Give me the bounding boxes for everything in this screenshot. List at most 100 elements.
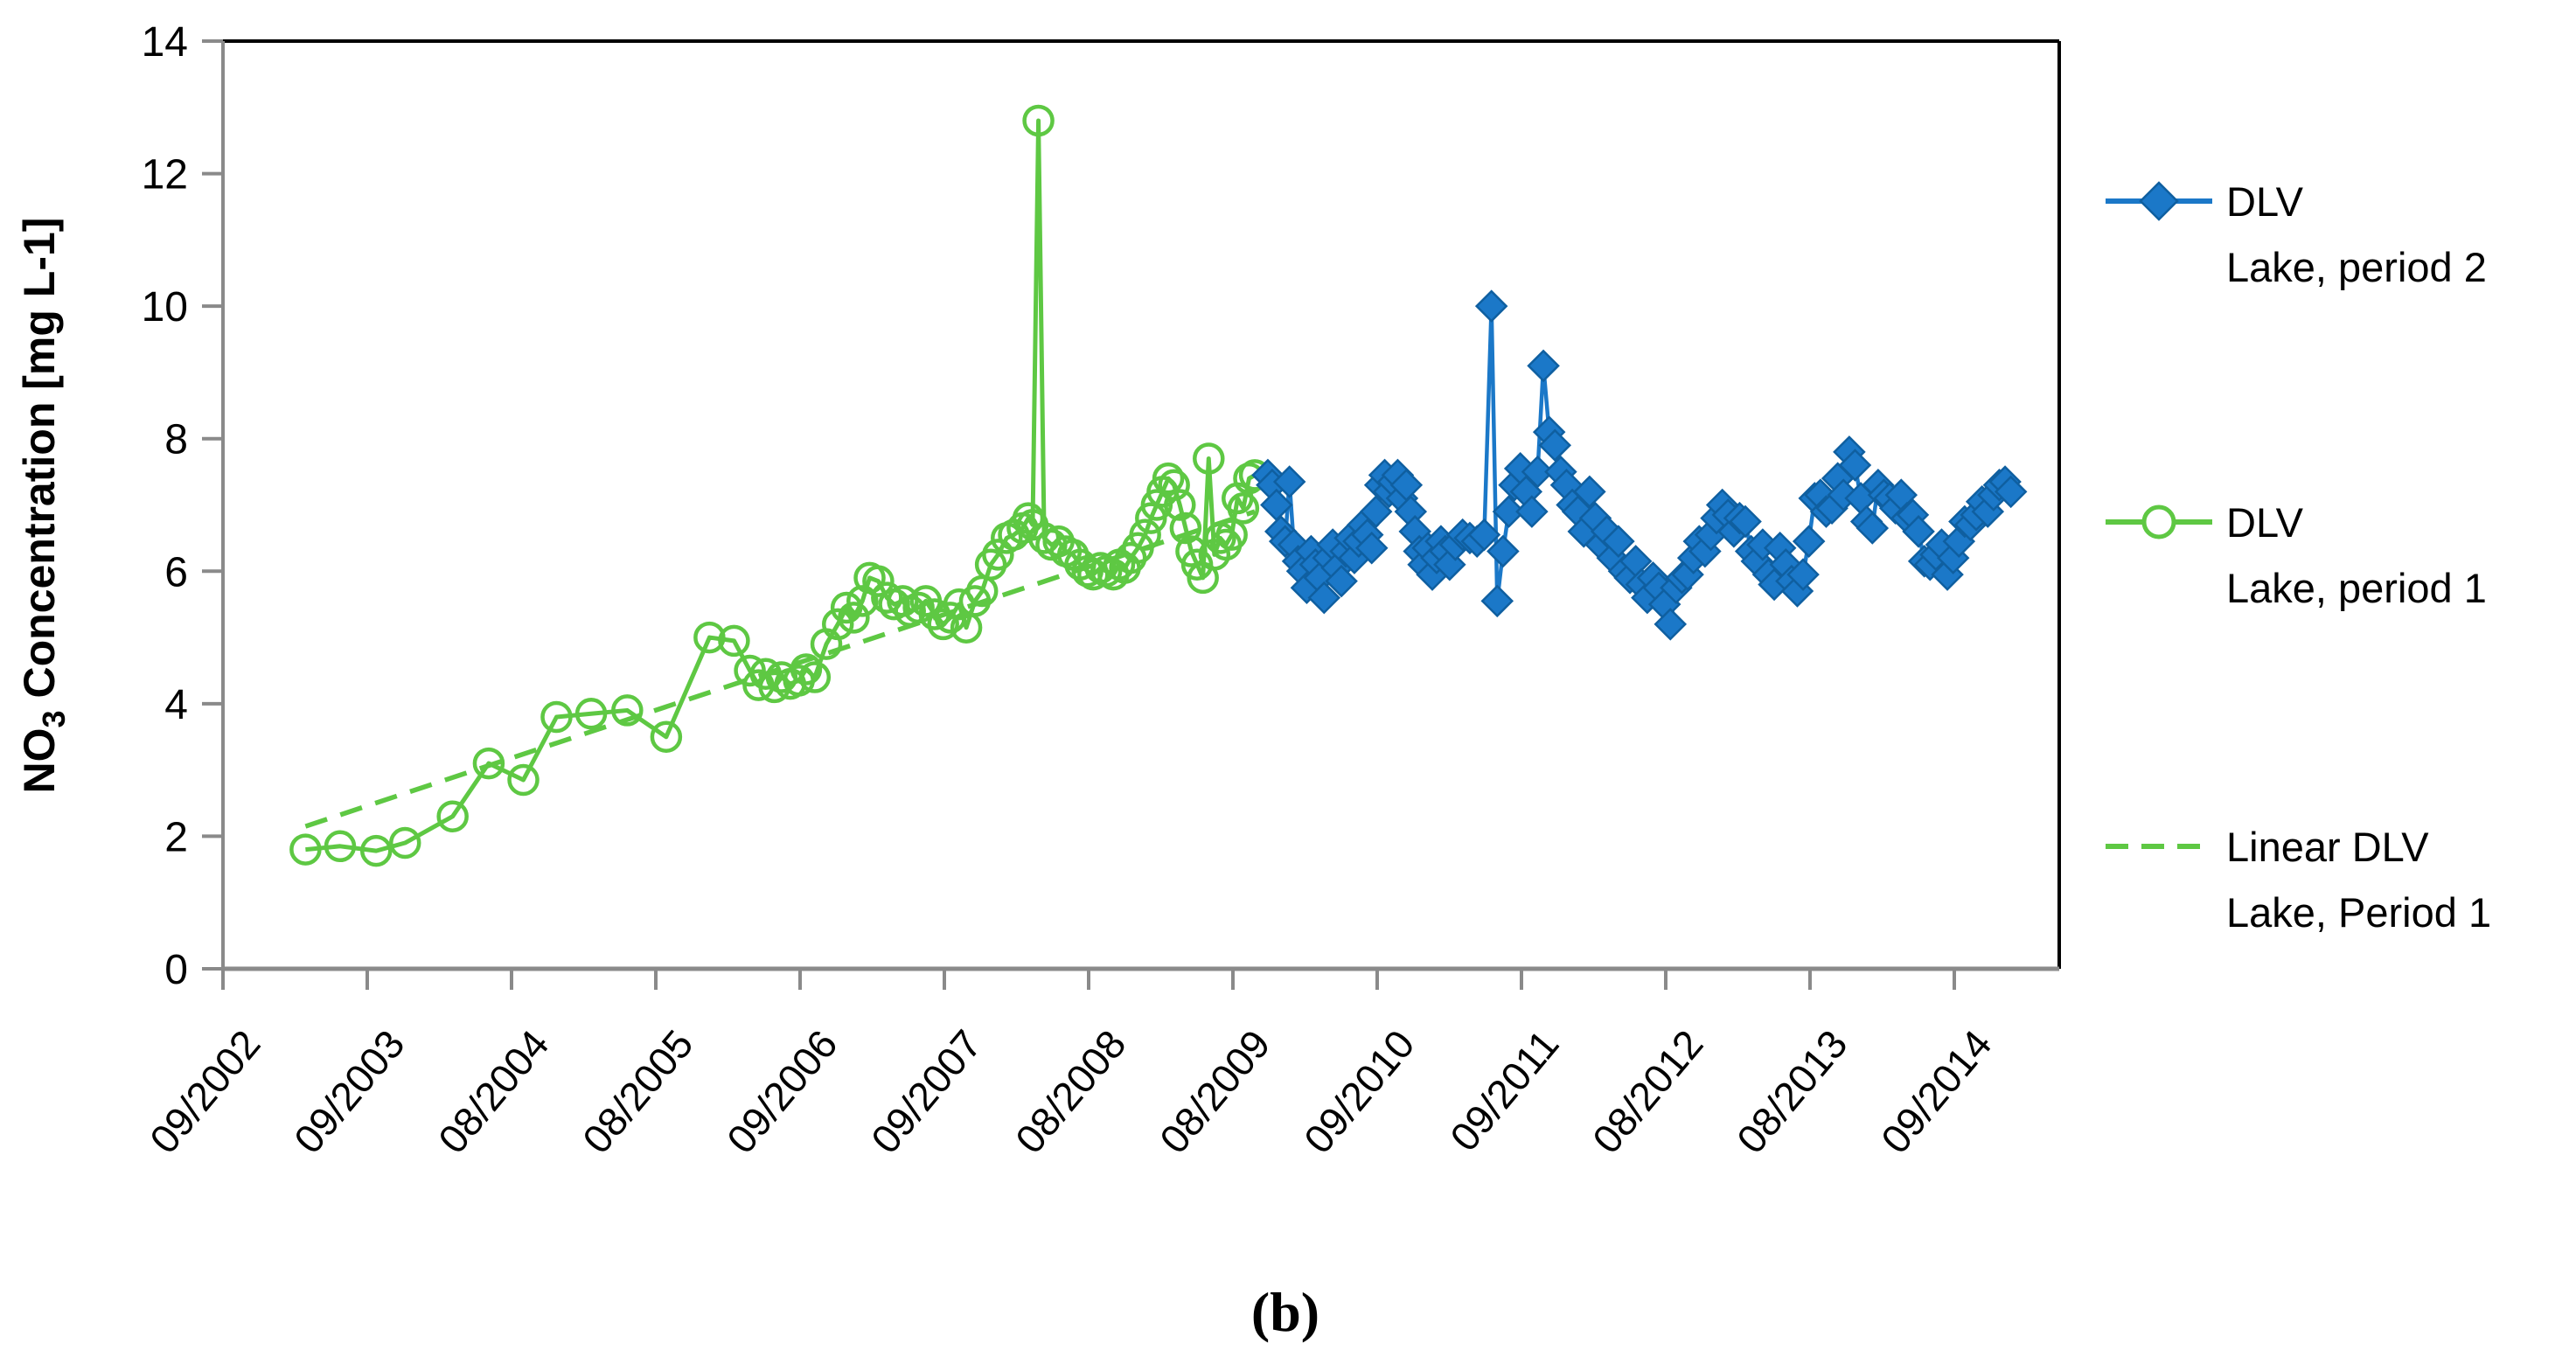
- data-point-circle-period1: [846, 585, 879, 617]
- data-point-circle-period1: [871, 581, 903, 614]
- data-point-circle-period1: [887, 585, 919, 617]
- data-point-circle-period1: [1129, 518, 1161, 551]
- legend-diamond-icon: [2139, 181, 2179, 221]
- data-point-diamond-period2: [1838, 449, 1872, 482]
- data-point-diamond-period2: [1729, 505, 1762, 539]
- x-tick-label: 08/2009: [1151, 1021, 1279, 1162]
- legend-label-period1-line2: Lake, period 1: [2226, 565, 2487, 611]
- data-point-circle-period1: [540, 700, 573, 734]
- x-tick-label: 09/2007: [862, 1021, 991, 1162]
- data-point-circle-period1: [359, 834, 393, 867]
- data-point-circle-period1: [472, 747, 505, 780]
- x-tick-label: 08/2013: [1728, 1021, 1856, 1162]
- data-point-diamond-period2: [1855, 512, 1890, 545]
- data-point-diamond-period2: [1354, 531, 1389, 565]
- data-point-circle-period1: [388, 826, 421, 859]
- data-point-diamond-period2: [1307, 581, 1341, 615]
- data-point-circle-period1: [436, 800, 469, 832]
- data-point-diamond-period2: [1433, 547, 1466, 581]
- data-point-circle-period1: [974, 548, 1007, 581]
- legend-label-period2-line2: Lake, period 2: [2226, 244, 2487, 290]
- data-point-circle-period1: [693, 621, 726, 654]
- data-point-circle-period1: [943, 588, 976, 621]
- data-point-diamond-period2: [1786, 558, 1820, 591]
- data-point-circle-period1: [927, 608, 959, 641]
- data-point-circle-period1: [821, 608, 854, 641]
- data-point-diamond-period2: [1538, 428, 1572, 463]
- data-point-diamond-period2: [1521, 455, 1555, 489]
- data-point-diamond-period2: [1527, 349, 1560, 383]
- data-point-circle-period1: [611, 694, 644, 727]
- data-point-circle-period1: [902, 591, 935, 624]
- x-tick-label: 09/2002: [141, 1021, 269, 1162]
- y-tick-label: 14: [142, 19, 188, 66]
- y-tick-label: 10: [142, 284, 188, 331]
- y-tick-label: 8: [164, 417, 188, 463]
- data-point-diamond-period2: [1486, 534, 1520, 568]
- x-tick-label: 09/2006: [718, 1021, 846, 1162]
- x-tick-label: 08/2012: [1584, 1021, 1712, 1162]
- data-point-circle-period1: [1227, 492, 1260, 525]
- data-point-circle-period1: [1152, 462, 1185, 495]
- y-axis-title: NO3 Concentration [mg L-1]: [15, 218, 72, 794]
- legend-circle-icon: [2141, 505, 2176, 539]
- data-point-circle-period1: [1169, 512, 1202, 545]
- legend-label-trend-line2: Lake, Period 1: [2226, 889, 2491, 936]
- data-point-circle-period1: [1022, 104, 1055, 137]
- data-point-circle-period1: [862, 565, 895, 597]
- data-point-circle-period1: [958, 585, 992, 617]
- data-point-diamond-period2: [1792, 525, 1826, 558]
- x-tick-label: 08/2004: [429, 1021, 558, 1162]
- legend: DLV Lake, period 2 DLV Lake, period 1 Li…: [2106, 178, 2491, 936]
- x-tick-label: 09/2010: [1295, 1021, 1424, 1162]
- data-point-diamond-period2: [1272, 465, 1306, 498]
- data-point-diamond-period2: [1492, 495, 1526, 528]
- data-point-circle-period1: [1158, 469, 1190, 502]
- data-point-circle-period1: [1193, 442, 1225, 475]
- legend-label-trend-line1: Linear DLV: [2226, 824, 2429, 870]
- y-tick-label: 2: [164, 814, 188, 860]
- data-point-circle-period1: [982, 539, 1014, 571]
- data-point-circle-period1: [718, 624, 750, 658]
- x-tick-label: 08/2005: [574, 1021, 702, 1162]
- data-point-circle-period1: [838, 602, 870, 634]
- figure-caption: (b): [1251, 1281, 1319, 1343]
- y-tick-label: 12: [142, 152, 188, 198]
- legend-item-dlv-period2: DLV Lake, period 2: [2106, 178, 2487, 290]
- series-line-period1: [305, 118, 1257, 853]
- data-point-circle-period1: [289, 833, 322, 866]
- data-point-circle-period1: [790, 653, 823, 685]
- data-point-circle-period1: [830, 591, 863, 624]
- data-point-diamond-period2: [1325, 564, 1358, 598]
- data-point-diamond-period2: [1602, 525, 1635, 558]
- data-point-diamond-period2: [1515, 495, 1549, 528]
- data-point-diamond-period2: [1467, 518, 1501, 552]
- data-point-diamond-period2: [1902, 515, 1935, 548]
- legend-item-linear-trend: Linear DLV Lake, Period 1: [2106, 824, 2491, 936]
- y-tick-label: 4: [164, 682, 188, 728]
- legend-label-period1-line1: DLV: [2226, 499, 2304, 546]
- legend-label-period2-line1: DLV: [2226, 178, 2304, 225]
- data-point-diamond-period2: [1994, 475, 2028, 509]
- data-point-circle-period1: [650, 720, 683, 753]
- data-point-circle-period1: [507, 763, 540, 797]
- data-point-diamond-period2: [1480, 584, 1514, 618]
- data-point-circle-period1: [574, 697, 608, 730]
- data-point-circle-period1: [798, 661, 832, 693]
- x-tick-label: 09/2014: [1872, 1021, 2001, 1162]
- data-point-circle-period1: [324, 830, 357, 863]
- data-point-circle-period1: [1215, 518, 1248, 551]
- data-point-circle-period1: [1164, 489, 1196, 521]
- data-point-diamond-period2: [1359, 495, 1393, 528]
- data-point-diamond-period2: [1654, 608, 1688, 641]
- data-point-circle-period1: [1114, 541, 1147, 574]
- x-tick-label: 09/2011: [1441, 1021, 1568, 1159]
- legend-item-dlv-period1: DLV Lake, period 1: [2106, 499, 2487, 611]
- data-point-circle-period1: [1012, 502, 1045, 534]
- x-tick-label: 08/2008: [1006, 1021, 1135, 1162]
- y-tick-label: 6: [164, 549, 188, 595]
- y-tick-label: 0: [164, 947, 188, 993]
